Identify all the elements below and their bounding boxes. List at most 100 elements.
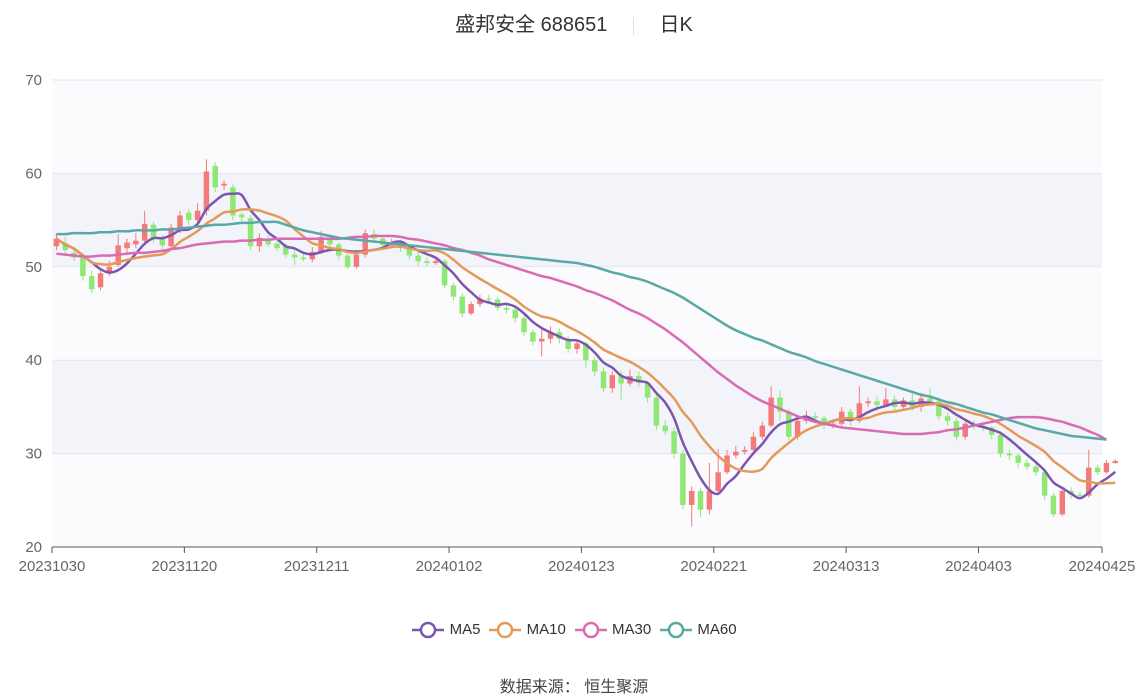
line-ma10 xyxy=(55,208,1116,485)
candle-body xyxy=(80,255,86,277)
grid-band xyxy=(52,360,1102,454)
x-tick-label: 20231211 xyxy=(284,558,350,575)
candle-body xyxy=(62,243,68,250)
candle-body xyxy=(538,338,545,342)
candle-body xyxy=(962,423,968,437)
candle-body xyxy=(168,227,174,247)
candle-body xyxy=(150,224,157,239)
candles xyxy=(53,159,1118,527)
candle-body xyxy=(486,298,492,300)
candle-body xyxy=(309,251,316,260)
line-ma60 xyxy=(56,220,1107,441)
candle-body xyxy=(459,296,466,314)
candle-body xyxy=(344,255,351,267)
legend-label: MA10 xyxy=(522,620,566,638)
legend-marker-icon xyxy=(489,621,522,639)
candle-body xyxy=(653,397,660,426)
candle-body xyxy=(203,171,210,211)
candle-body xyxy=(1077,494,1083,496)
stock-name: 盛邦安全 688651 xyxy=(455,14,608,36)
grid-band xyxy=(52,173,1102,267)
candle-body xyxy=(706,490,713,510)
candle-body xyxy=(247,218,254,247)
candle-body xyxy=(786,411,792,437)
legend: MA5 MA10 MA30 MA60 xyxy=(0,620,1148,640)
legend-item-ma10[interactable]: MA10 xyxy=(488,620,566,640)
candle-body xyxy=(1015,455,1021,463)
y-tick-label: 70 xyxy=(25,72,42,89)
candle-body xyxy=(186,212,192,221)
candle-body xyxy=(1112,461,1118,463)
candle-body xyxy=(256,237,263,247)
candle-body xyxy=(238,214,245,218)
candle-body xyxy=(424,261,430,264)
candle-body xyxy=(874,401,880,406)
candle-body xyxy=(283,246,289,255)
candle-body xyxy=(750,436,757,450)
candle-body xyxy=(106,266,113,273)
x-tick-label: 20240123 xyxy=(548,558,615,575)
y-tick-label: 20 xyxy=(25,539,42,556)
candle-body xyxy=(741,449,748,452)
candle-body xyxy=(406,248,413,256)
candle-body xyxy=(583,343,589,361)
candle-body xyxy=(733,451,739,456)
candle-body xyxy=(1050,495,1057,515)
legend-item-ma30[interactable]: MA30 xyxy=(574,620,651,640)
legend-label: MA30 xyxy=(607,620,652,638)
candle-body xyxy=(812,416,818,419)
candle-body xyxy=(997,434,1004,454)
legend-item-ma60[interactable]: MA60 xyxy=(659,620,737,640)
legend-label: MA5 xyxy=(445,620,481,638)
candle-body xyxy=(521,318,527,333)
candle-body xyxy=(1006,453,1013,456)
period-label: 日K xyxy=(659,14,693,36)
candle-body xyxy=(927,398,933,402)
candle-body xyxy=(936,401,942,417)
chart-title: 盛邦安全 688651 日K xyxy=(0,8,1148,40)
x-tick-label: 20240403 xyxy=(945,558,1012,575)
candle-body xyxy=(503,307,510,310)
candle-body xyxy=(1059,490,1066,515)
x-tick-label: 20240102 xyxy=(416,558,483,575)
grid-band xyxy=(52,80,1102,174)
candle-body xyxy=(133,240,139,245)
candle-body xyxy=(274,243,280,249)
candle-body xyxy=(768,397,774,426)
candle-body xyxy=(547,332,554,339)
candle-body xyxy=(821,418,827,426)
candle-body xyxy=(53,238,60,247)
candle-body xyxy=(291,254,298,258)
candle-body xyxy=(230,187,236,216)
candle-body xyxy=(988,427,995,435)
candle-body xyxy=(671,431,677,454)
candle-body xyxy=(688,490,695,505)
candle-body xyxy=(944,416,951,421)
y-tick-label: 40 xyxy=(25,352,42,369)
y-tick-label: 30 xyxy=(25,446,42,463)
candle-body xyxy=(715,472,721,491)
candle-body xyxy=(1094,467,1101,473)
legend-item-ma5[interactable]: MA5 xyxy=(411,620,480,640)
candle-body xyxy=(777,397,783,412)
candle-body xyxy=(609,375,616,389)
candle-body xyxy=(662,425,668,432)
candle-body xyxy=(1033,466,1039,473)
candle-body xyxy=(327,238,333,245)
legend-marker-icon xyxy=(412,621,445,639)
candle-body xyxy=(441,261,448,286)
candle-body xyxy=(865,401,871,404)
candle-body xyxy=(141,223,148,241)
candle-body xyxy=(1024,462,1030,467)
candle-body xyxy=(759,425,766,437)
x-tick-label: 20240425 xyxy=(1069,558,1136,575)
legend-label: MA60 xyxy=(693,620,737,638)
candle-body xyxy=(512,309,518,319)
candle-body xyxy=(618,375,624,384)
candle-body xyxy=(883,399,889,406)
candle-body xyxy=(697,490,704,510)
candle-body xyxy=(1103,462,1110,473)
candle-body xyxy=(300,257,307,260)
candle-body xyxy=(600,371,607,389)
data-source: 数据来源： 恒生聚源 xyxy=(499,679,649,696)
